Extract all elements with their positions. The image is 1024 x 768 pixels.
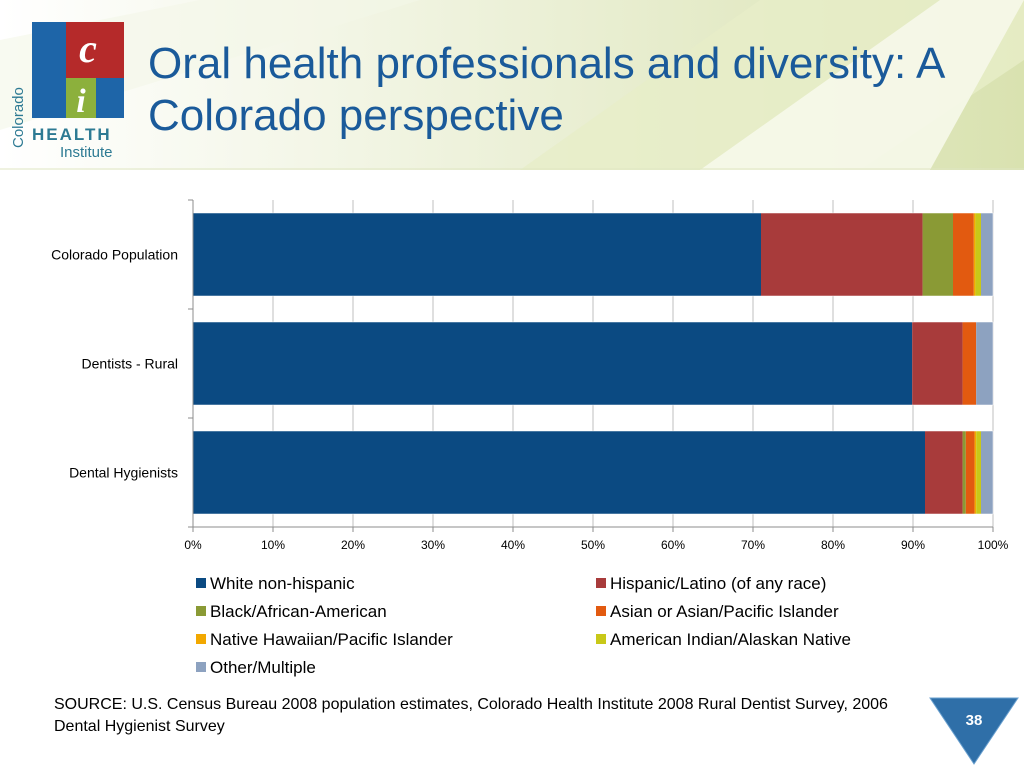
bar-segment xyxy=(953,213,974,296)
bar-segment xyxy=(981,213,993,296)
legend-label: Hispanic/Latino (of any race) xyxy=(610,574,827,593)
source-note: SOURCE: U.S. Census Bureau 2008 populati… xyxy=(54,696,888,735)
legend-swatch xyxy=(596,578,606,588)
legend-item: American Indian/Alaskan Native xyxy=(596,630,851,650)
legend-label: Native Hawaiian/Pacific Islander xyxy=(210,630,453,649)
bar-segment xyxy=(981,431,993,514)
legend-item: Black/African-American xyxy=(196,602,387,622)
legend-item: Asian or Asian/Pacific Islander xyxy=(596,602,839,622)
stacked-bar-chart: Colorado Population Dentists - Rural Denta… xyxy=(51,199,1009,552)
legend-label: Black/African-American xyxy=(210,602,387,621)
logo-word-health: HEALTH xyxy=(32,125,112,144)
bar-segment xyxy=(974,431,977,514)
legend-item: White non-hispanic xyxy=(196,574,355,594)
logo-letter-i: i xyxy=(76,83,86,120)
legend-swatch xyxy=(196,662,206,672)
bar-segment xyxy=(962,322,977,405)
legend-label: Asian or Asian/Pacific Islander xyxy=(610,602,839,621)
bar-segment xyxy=(193,213,761,296)
legend-swatch xyxy=(596,634,606,644)
page-number-badge xyxy=(929,697,1019,765)
bar-segment xyxy=(975,213,981,296)
bar-segment xyxy=(976,322,993,405)
bar-segment xyxy=(925,431,963,514)
page-number: 38 xyxy=(965,712,983,729)
bar-segment xyxy=(962,431,966,514)
legend-label: Other/Multiple xyxy=(210,658,316,677)
category-label: Dentists - Rural xyxy=(82,356,178,372)
logo-vertical-text: Colorado xyxy=(10,87,27,148)
x-tick-label: 80% xyxy=(821,538,845,552)
legend-label: American Indian/Alaskan Native xyxy=(610,630,851,649)
x-tick-label: 20% xyxy=(341,538,365,552)
bar-segment xyxy=(193,322,913,405)
x-tick-label: 70% xyxy=(741,538,765,552)
category-labels: Colorado Population Dentists - Rural Denta… xyxy=(51,247,178,481)
bar-segment xyxy=(922,213,953,296)
x-tick-label: 100% xyxy=(978,538,1009,552)
bar-segment xyxy=(965,431,975,514)
legend-item: Other/Multiple xyxy=(196,658,316,678)
chart-axes xyxy=(188,199,994,532)
category-label: Dental Hygienists xyxy=(69,465,178,481)
bar-segment xyxy=(193,431,925,514)
bar-segment xyxy=(912,322,963,405)
legend-item: Native Hawaiian/Pacific Islander xyxy=(196,630,453,650)
logo-word-institute: Institute xyxy=(60,144,113,161)
slide-title: Oral health professionals and diversity:… xyxy=(148,39,943,140)
colorado-health-institute-logo: Colorado c i HEALTH Institute xyxy=(10,22,124,161)
logo-letter-c: c xyxy=(79,26,97,71)
bar-segment xyxy=(973,213,976,296)
bar-segment xyxy=(976,431,981,514)
legend-swatch xyxy=(196,634,206,644)
legend-swatch xyxy=(196,578,206,588)
bar-segment xyxy=(761,213,923,296)
x-tick-label: 0% xyxy=(184,538,202,552)
legend-item: Hispanic/Latino (of any race) xyxy=(596,574,826,594)
x-tick-label: 10% xyxy=(261,538,285,552)
x-tick-label: 40% xyxy=(501,538,525,552)
chart-bars xyxy=(192,212,994,515)
category-label: Colorado Population xyxy=(51,247,178,263)
x-tick-label: 50% xyxy=(581,538,605,552)
legend-label: White non-hispanic xyxy=(210,574,355,593)
x-tick-label: 30% xyxy=(421,538,445,552)
x-tick-label: 60% xyxy=(661,538,685,552)
legend-swatch xyxy=(596,606,606,616)
x-tick-labels: 0% 10% 20% 30% 40% 50% 60% 70% 80% 90% 100% xyxy=(184,538,1008,552)
x-tick-label: 90% xyxy=(901,538,925,552)
legend-swatch xyxy=(196,606,206,616)
